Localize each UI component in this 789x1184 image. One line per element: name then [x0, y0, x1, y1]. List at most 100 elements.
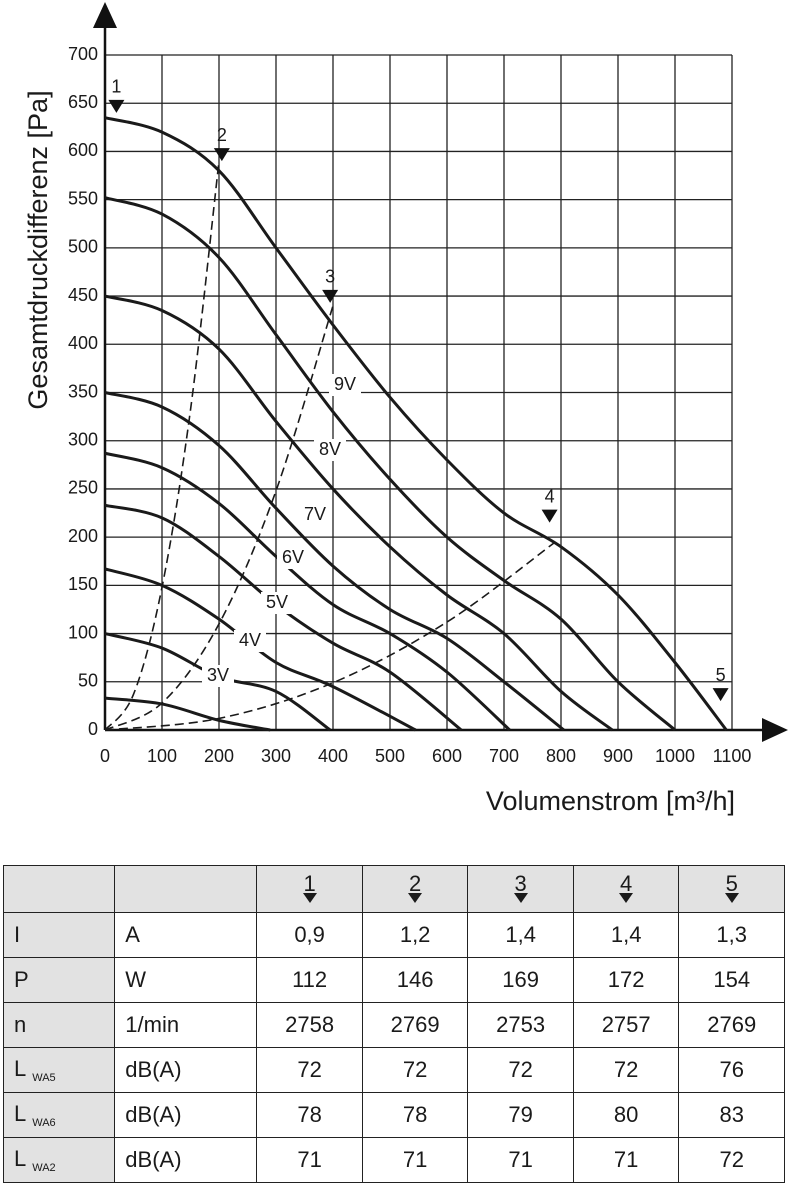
value-cell: 78: [256, 1092, 363, 1138]
label-bg: [329, 374, 361, 396]
system-line: [104, 160, 220, 731]
symbol-cell: P: [2, 957, 116, 1003]
column-number: 3: [514, 871, 527, 896]
data-table: 1 2 3 4 5 I A 0,9 1,2 1,4 1,4 1,3 P W 112 146 169 172 154 n…: [2, 865, 785, 1183]
y-tick-label: 600: [68, 140, 98, 160]
y-tick-label: 400: [68, 333, 98, 353]
header-cell: 2: [361, 865, 469, 913]
value-cell: 71: [572, 1137, 680, 1183]
curve-label: 6V: [282, 547, 304, 567]
x-axis-arrow: [762, 718, 788, 742]
column-number: 1: [303, 871, 316, 896]
column-number: 4: [620, 871, 633, 896]
value-cell: 1,3: [678, 912, 785, 958]
x-tick-label: 1000: [655, 746, 695, 766]
x-tick-label: 300: [261, 746, 291, 766]
operating-point: [108, 99, 125, 113]
operating-point: [712, 688, 729, 702]
value-cell: 72: [467, 1047, 574, 1093]
value-cell: 71: [361, 1137, 469, 1183]
y-tick-label: 0: [88, 719, 98, 739]
column-marker: [513, 893, 528, 903]
value-cell: 1,2: [361, 912, 469, 958]
symbol: L: [14, 1100, 27, 1126]
y-tick-label: 350: [68, 381, 98, 401]
value-cell: 72: [256, 1047, 363, 1093]
system-line: [104, 541, 556, 731]
x-tick-label: 1100: [713, 746, 752, 766]
y-tick-label: 500: [68, 237, 98, 257]
symbol: L: [14, 1055, 27, 1081]
value-cell: 112: [256, 957, 363, 1003]
fan-curve: [104, 116, 728, 731]
symbol: L: [14, 1145, 27, 1171]
y-tick-label: 200: [68, 526, 98, 546]
operating-point-label: 4: [545, 486, 555, 506]
table-row: P W 112 146 169 172 154: [2, 957, 785, 1003]
column-marker: [619, 893, 634, 903]
fan-curve: [104, 196, 676, 732]
unit-cell: A: [114, 912, 258, 958]
y-tick-label: 250: [68, 478, 98, 498]
label-bg: [202, 665, 234, 687]
operating-point: [213, 148, 230, 162]
value-cell: 72: [572, 1047, 680, 1093]
value-cell: 172: [572, 957, 680, 1003]
column-marker: [408, 893, 423, 903]
value-cell: 1,4: [467, 912, 574, 958]
symbol-cell: L WA6: [2, 1092, 116, 1138]
x-tick-label: 0: [100, 746, 110, 766]
value-cell: 1,4: [572, 912, 680, 958]
table-row: I A 0,9 1,2 1,4 1,4 1,3: [2, 912, 785, 958]
value-cell: 71: [467, 1137, 574, 1183]
unit-cell: W: [114, 957, 258, 1003]
curve-label: 9V: [334, 374, 356, 394]
x-tick-label: 500: [375, 746, 405, 766]
header-row: 1 2 3 4 5: [2, 865, 785, 913]
column-number: 5: [725, 871, 738, 896]
operating-point-label: 5: [716, 665, 726, 685]
operating-point: [541, 509, 558, 523]
value-cell: 169: [467, 957, 574, 1003]
value-cell: 83: [678, 1092, 785, 1138]
unit-cell: dB(A): [114, 1137, 258, 1183]
header-cell: 4: [572, 865, 680, 913]
value-cell: 2758: [256, 1002, 363, 1048]
x-tick-label: 900: [603, 746, 633, 766]
unit-cell: 1/min: [114, 1002, 258, 1048]
value-cell: 146: [361, 957, 469, 1003]
value-cell: 78: [361, 1092, 469, 1138]
x-tick-label: 700: [489, 746, 519, 766]
operating-point-label: 3: [325, 267, 335, 287]
label-bg: [314, 439, 346, 461]
curve-label: 8V: [319, 439, 341, 459]
header-cell: 5: [678, 865, 785, 913]
symbol-cell: n: [2, 1002, 116, 1048]
y-tick-label: 100: [68, 622, 98, 642]
y-tick-label: 450: [68, 285, 98, 305]
unit-cell: dB(A): [114, 1092, 258, 1138]
value-cell: 76: [678, 1047, 785, 1093]
unit-cell: dB(A): [114, 1047, 258, 1093]
x-tick-label: 800: [546, 746, 576, 766]
column-number: 2: [409, 871, 422, 896]
fan-curve: [104, 294, 614, 732]
fan-curve: [104, 451, 511, 732]
operating-point-label: 2: [217, 125, 227, 145]
curve-label: 7V: [304, 504, 326, 524]
table-row: L WA5 dB(A) 72 72 72 72 76: [2, 1047, 785, 1093]
fan-curve: [104, 696, 271, 732]
curve-label: 5V: [266, 592, 288, 612]
y-tick-label: 550: [68, 188, 98, 208]
label-bg: [277, 547, 309, 569]
value-cell: 72: [678, 1137, 785, 1183]
y-tick-label: 150: [68, 574, 98, 594]
value-cell: 79: [467, 1092, 574, 1138]
value-cell: 0,9: [256, 912, 363, 958]
y-tick-label: 700: [68, 44, 98, 64]
x-tick-label: 400: [318, 746, 348, 766]
value-cell: 2769: [678, 1002, 785, 1048]
x-axis-label: Volumenstrom [m³/h]: [486, 786, 735, 816]
symbol: n: [14, 1012, 27, 1037]
label-bg: [299, 504, 331, 526]
